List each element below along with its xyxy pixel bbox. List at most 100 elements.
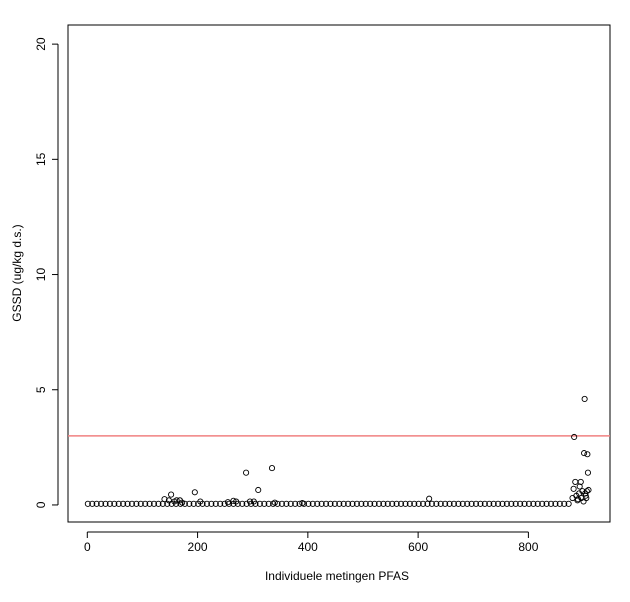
point (464, 500, 471, 507)
point (437, 500, 444, 507)
point (415, 500, 422, 507)
point (442, 500, 449, 507)
point (305, 500, 312, 507)
point (327, 500, 334, 507)
point (565, 500, 572, 507)
point (486, 500, 493, 507)
x-tick-label: 0 (84, 540, 91, 554)
x-tick-label: 600 (408, 540, 428, 554)
point (571, 433, 578, 441)
point (261, 500, 268, 507)
point (102, 500, 109, 507)
point (552, 500, 559, 507)
point (265, 500, 272, 507)
point (572, 478, 579, 485)
point (358, 500, 365, 507)
point (106, 500, 113, 507)
point (208, 500, 215, 507)
point (375, 500, 383, 507)
point (583, 494, 590, 502)
point (349, 500, 356, 507)
point (186, 500, 193, 507)
point (336, 500, 343, 507)
y-tick-label: 10 (34, 268, 48, 282)
point (271, 499, 278, 506)
point (574, 496, 582, 503)
point (411, 500, 418, 507)
point (406, 500, 413, 507)
point (380, 500, 387, 507)
point (221, 500, 228, 507)
point (577, 478, 584, 485)
point (581, 450, 588, 457)
point (472, 500, 480, 507)
point (384, 500, 391, 507)
point (120, 500, 127, 507)
point (146, 500, 153, 507)
point (173, 497, 180, 504)
point (270, 500, 277, 507)
point (84, 500, 91, 507)
point (124, 500, 131, 507)
point (521, 500, 528, 507)
x-tick-label: 800 (518, 540, 538, 554)
point (278, 500, 285, 507)
point (585, 486, 592, 494)
point (230, 497, 237, 504)
point (224, 499, 231, 506)
point (583, 488, 590, 495)
point (570, 485, 577, 492)
point (274, 500, 281, 507)
point (165, 497, 172, 504)
point (191, 489, 198, 496)
x-tick-label: 200 (188, 540, 208, 554)
point (426, 495, 433, 502)
y-tick-label: 20 (34, 37, 48, 51)
point (340, 500, 347, 507)
point (287, 500, 294, 507)
point (402, 500, 409, 507)
point (530, 500, 537, 507)
point (268, 465, 276, 472)
x-axis-title: Individuele metingen PFAS (265, 569, 409, 583)
point (428, 500, 435, 507)
point (556, 500, 563, 507)
point (345, 500, 352, 507)
point (393, 500, 400, 507)
point (481, 500, 488, 507)
y-axis-title: GSSD (ug/kg d.s.) (10, 224, 24, 321)
point (115, 500, 122, 507)
point (212, 500, 219, 507)
point (433, 500, 440, 507)
point (561, 500, 568, 507)
point (534, 500, 541, 507)
point (203, 500, 210, 507)
point (164, 500, 171, 507)
plot-box (67, 24, 611, 523)
point (93, 500, 100, 507)
point (309, 500, 316, 507)
point (133, 500, 140, 507)
point (584, 469, 591, 476)
point (181, 500, 188, 507)
point (322, 500, 330, 507)
point (499, 500, 506, 507)
point (243, 469, 250, 476)
point (353, 500, 360, 507)
point (98, 500, 105, 507)
point (217, 500, 224, 507)
point (233, 498, 240, 505)
point (455, 500, 462, 507)
point (581, 395, 588, 403)
point (128, 500, 136, 507)
point (239, 500, 246, 507)
y-tick-label: 0 (34, 501, 48, 508)
point (111, 500, 118, 507)
point (190, 500, 197, 507)
point (389, 500, 396, 507)
point (569, 494, 576, 502)
point (367, 500, 374, 507)
point (318, 500, 325, 507)
point (490, 500, 497, 507)
